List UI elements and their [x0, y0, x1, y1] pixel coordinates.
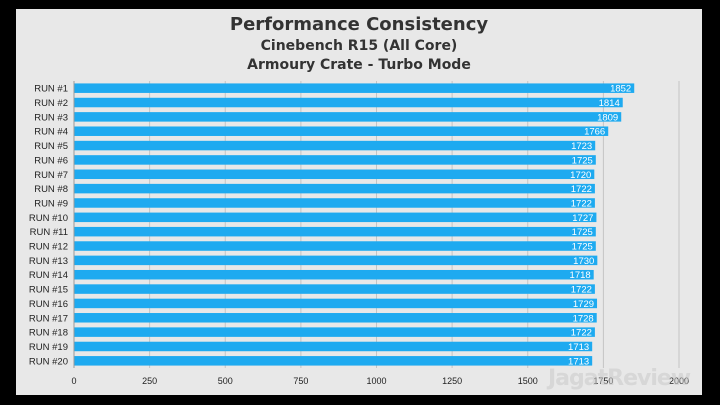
category-label: RUN #20 [29, 356, 68, 367]
bar [74, 169, 595, 180]
category-label: RUN #3 [34, 112, 68, 123]
category-label: RUN #10 [29, 213, 68, 224]
category-label: RUN #5 [34, 141, 68, 152]
data-label: 1730 [573, 256, 594, 267]
data-label: 1722 [571, 285, 592, 296]
data-label: 1725 [572, 155, 593, 166]
x-tick-label: 250 [142, 376, 157, 386]
category-label: RUN #17 [29, 313, 68, 324]
data-label: 1809 [597, 112, 618, 123]
chart-subtitle-1: Cinebench R15 (All Core) [260, 38, 458, 54]
category-label: RUN #6 [34, 155, 68, 166]
x-tick-label: 1000 [366, 376, 386, 386]
bar [74, 284, 595, 294]
bar [74, 126, 609, 136]
category-label: RUN #2 [34, 98, 68, 109]
x-tick-label: 750 [293, 376, 308, 386]
category-label: RUN #4 [34, 127, 68, 138]
data-label: 1814 [599, 98, 620, 109]
data-label: 1722 [571, 198, 592, 209]
x-tick-label: 0 [71, 376, 76, 386]
bar [74, 83, 635, 93]
x-tick-label: 2000 [669, 376, 689, 386]
bar [74, 269, 594, 280]
bar [74, 327, 595, 337]
data-label: 1725 [572, 227, 593, 238]
category-label: RUN #11 [30, 227, 68, 238]
bar [74, 298, 598, 309]
data-label: 1718 [570, 270, 591, 281]
x-tick-label: 1750 [593, 376, 613, 386]
data-label: 1723 [571, 141, 592, 152]
x-tick-label: 1250 [442, 376, 462, 386]
data-label: 1852 [610, 84, 631, 95]
bar [74, 183, 595, 194]
category-label: RUN #13 [29, 256, 68, 267]
bar [74, 97, 623, 108]
chart-title: Performance Consistency [229, 14, 489, 35]
bar [74, 198, 595, 208]
data-label: 1729 [573, 299, 594, 310]
bar [74, 341, 593, 352]
data-label: 1766 [584, 127, 605, 138]
bar [74, 255, 598, 266]
category-label: RUN #1 [34, 84, 68, 95]
bar [74, 140, 596, 151]
data-label: 1725 [572, 242, 593, 253]
chart-subtitle-2: Armoury Crate - Turbo Mode [247, 57, 471, 73]
data-label: 1727 [572, 213, 593, 224]
x-tick-label: 1500 [518, 376, 538, 386]
bar [74, 226, 596, 237]
category-label: RUN #19 [29, 342, 68, 353]
category-label: RUN #16 [29, 299, 68, 310]
bar [74, 241, 596, 251]
data-label: 1713 [568, 342, 589, 353]
bar [74, 112, 622, 122]
category-label: RUN #9 [34, 198, 68, 209]
data-label: 1728 [573, 313, 594, 324]
x-tick-label: 500 [218, 376, 233, 386]
data-label: 1722 [571, 328, 592, 339]
bar [74, 356, 593, 366]
category-label: RUN #18 [29, 328, 68, 339]
bar [74, 212, 597, 223]
category-label: RUN #14 [29, 270, 68, 281]
data-label: 1713 [568, 356, 589, 367]
category-label: RUN #8 [34, 184, 68, 195]
data-label: 1720 [570, 170, 591, 181]
data-label: 1722 [571, 184, 592, 195]
category-label: RUN #15 [29, 285, 68, 296]
category-label: RUN #12 [29, 242, 68, 253]
category-label: RUN #7 [34, 170, 68, 181]
bar [74, 155, 596, 165]
bar [74, 313, 597, 323]
